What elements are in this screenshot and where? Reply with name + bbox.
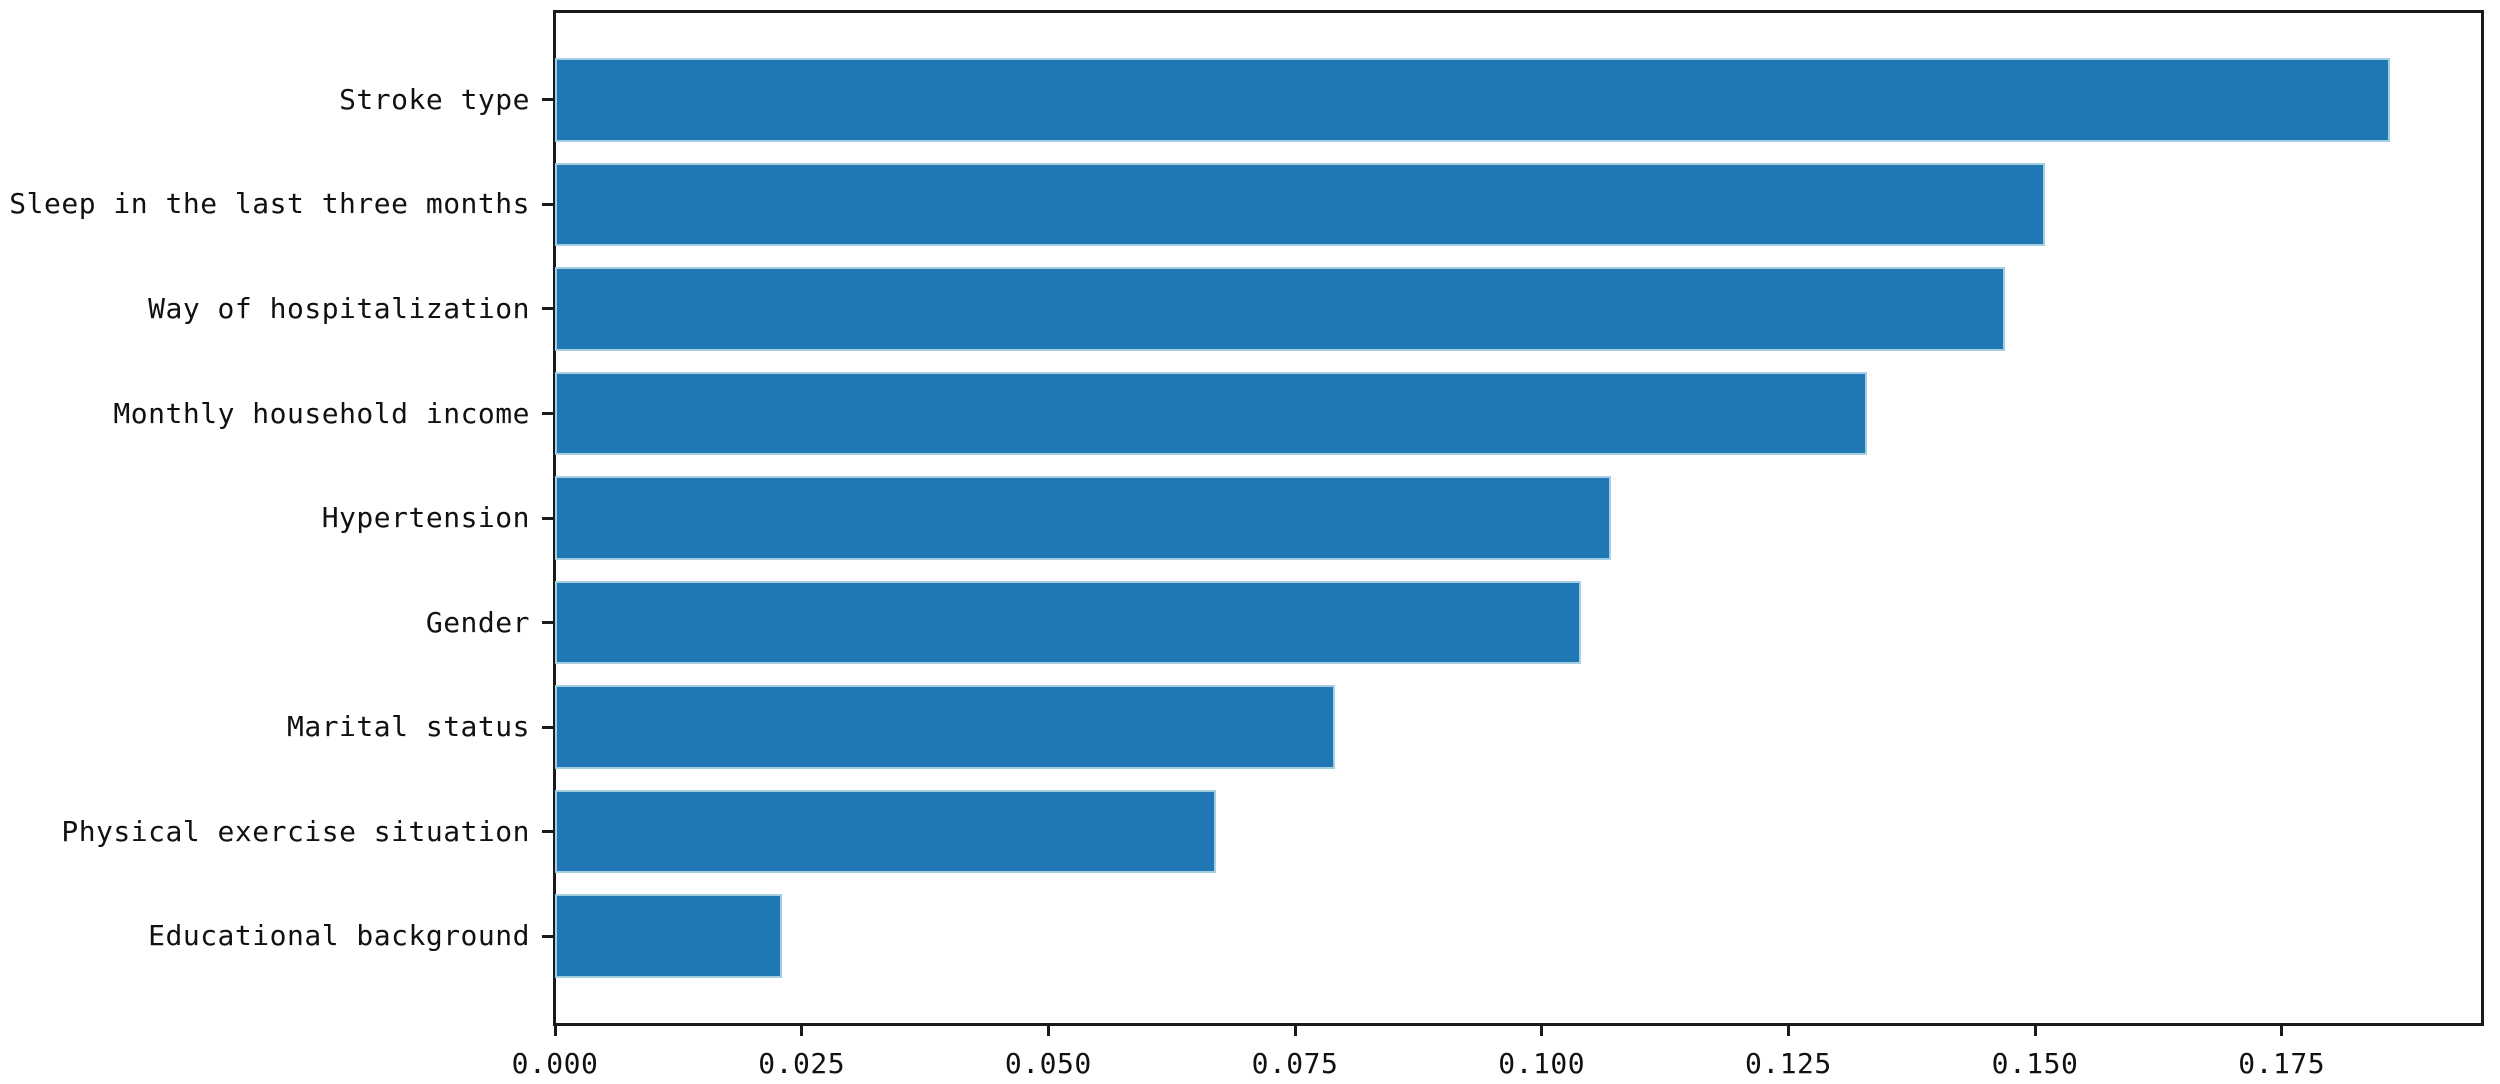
- y-tick-label: Sleep in the last three months: [9, 187, 530, 221]
- x-tick-mark: [2280, 1024, 2284, 1036]
- y-tick-mark: [542, 830, 555, 834]
- y-tick-label: Marital status: [286, 710, 530, 744]
- x-tick-mark: [1786, 1024, 1790, 1036]
- y-tick-mark: [542, 516, 555, 520]
- x-tick-label: 0.100: [1498, 1047, 1586, 1080]
- bar-stroke-type: [555, 58, 2391, 142]
- y-tick-mark: [542, 412, 555, 415]
- x-tick-label: 0.125: [1744, 1047, 1832, 1080]
- x-tick-label: 0.050: [1004, 1047, 1092, 1080]
- y-tick-mark: [542, 725, 555, 729]
- x-tick-label: 0.150: [1991, 1047, 2079, 1080]
- y-tick-label: Physical exercise situation: [61, 814, 530, 848]
- y-tick-label: Stroke type: [339, 82, 530, 116]
- bar-physical-exercise-situation: [555, 789, 1217, 874]
- bar-way-of-hospitalization: [555, 267, 2006, 351]
- bar-monthly-household-income: [555, 371, 1868, 456]
- x-tick-label: 0.075: [1251, 1047, 1339, 1080]
- x-tick-mark: [1046, 1024, 1050, 1036]
- x-tick-mark: [800, 1024, 804, 1036]
- y-tick-mark: [542, 621, 555, 624]
- x-tick-mark: [553, 1024, 557, 1036]
- x-tick-label: 0.025: [758, 1047, 846, 1080]
- y-tick-label: Way of hospitalization: [148, 291, 530, 325]
- y-tick-label: Monthly household income: [113, 396, 530, 430]
- y-tick-label: Educational background: [148, 919, 530, 953]
- bar-educational-background: [555, 894, 782, 978]
- y-tick-mark: [542, 934, 555, 938]
- x-tick-mark: [1540, 1024, 1544, 1036]
- bar-marital-status: [555, 685, 1335, 769]
- x-tick-label: 0.175: [2238, 1047, 2326, 1080]
- bar-gender: [555, 580, 1582, 665]
- y-tick-mark: [542, 202, 555, 206]
- x-tick-mark: [2033, 1024, 2037, 1036]
- y-tick-mark: [542, 307, 555, 311]
- y-tick-mark: [542, 98, 555, 102]
- x-tick-mark: [1293, 1024, 1297, 1036]
- bar-sleep-in-the-last-three-months: [555, 162, 2045, 247]
- y-tick-label: Hypertension: [321, 501, 530, 534]
- y-tick-label: Gender: [425, 605, 530, 639]
- bar-hypertension: [555, 476, 1611, 560]
- x-tick-label: 0.000: [511, 1047, 599, 1080]
